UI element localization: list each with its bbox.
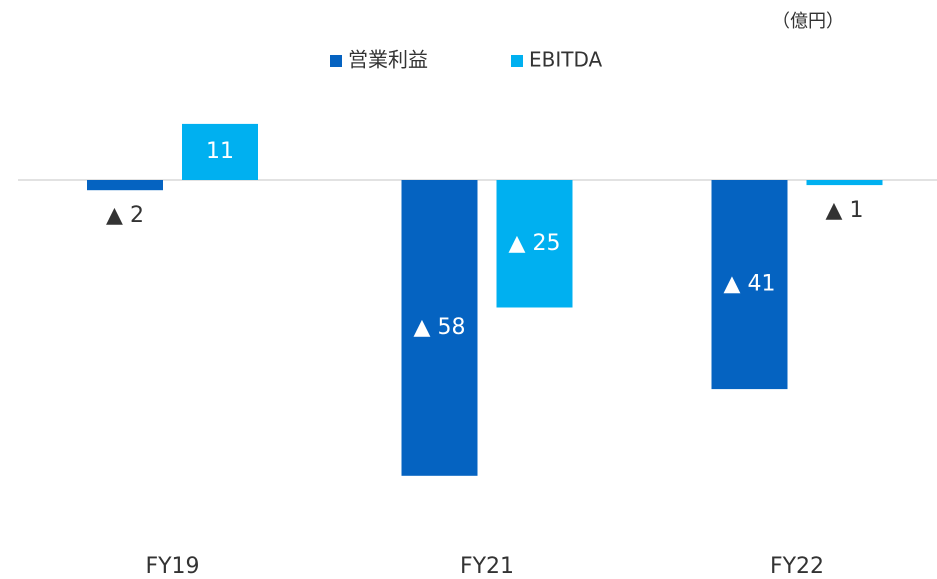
bar xyxy=(182,123,258,180)
bar xyxy=(401,180,478,476)
legend-label: 営業利益 xyxy=(348,48,428,72)
x-tick-label: FY22 xyxy=(770,554,824,579)
data-label: ▲ 2 xyxy=(106,203,144,228)
unit-label: （億円） xyxy=(772,11,844,32)
data-label: ▲ 58 xyxy=(414,315,466,340)
data-label: ▲ 25 xyxy=(509,231,561,256)
data-label: ▲ 41 xyxy=(724,272,776,297)
x-tick-label: FY21 xyxy=(460,554,514,579)
x-tick-label: FY19 xyxy=(145,554,199,579)
data-label: ▲ 1 xyxy=(826,198,864,223)
legend-swatch xyxy=(511,55,523,67)
bar xyxy=(496,180,573,308)
legend-label: EBITDA xyxy=(529,48,603,72)
bar xyxy=(711,180,788,390)
bar xyxy=(87,180,163,191)
legend-swatch xyxy=(330,55,342,67)
bar xyxy=(806,180,883,186)
data-label: 11 xyxy=(206,139,234,164)
